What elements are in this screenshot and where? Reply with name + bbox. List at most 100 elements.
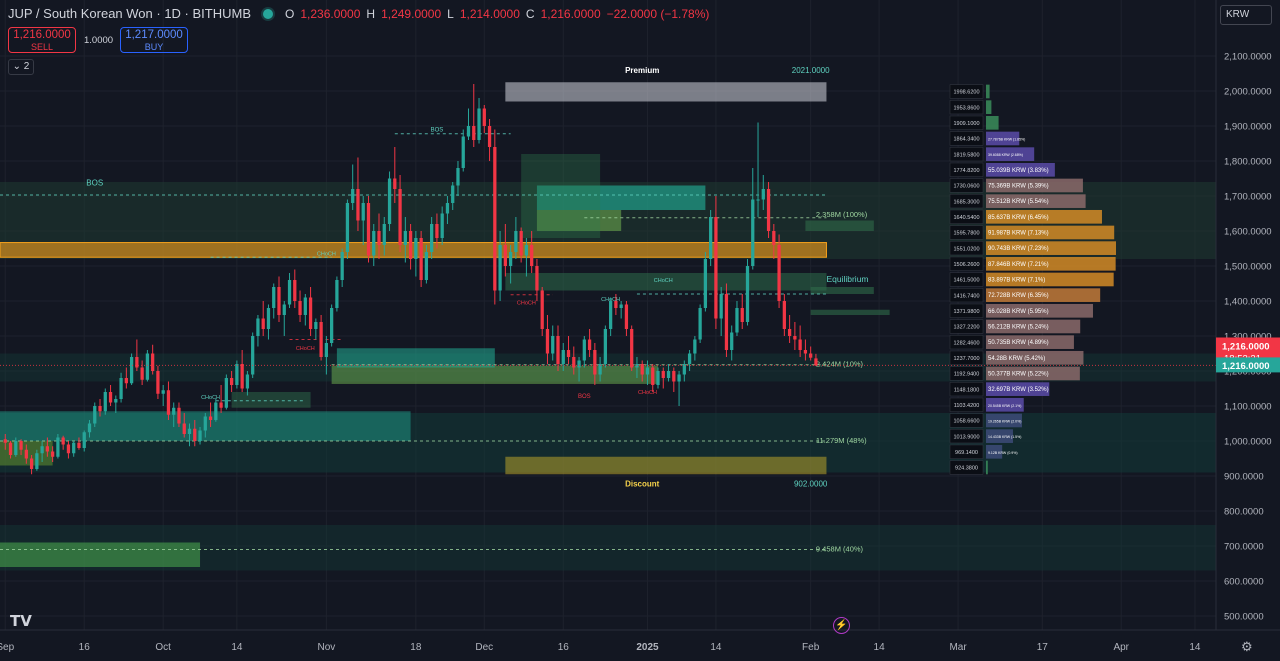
candle-body — [772, 231, 776, 245]
vp-bar — [986, 241, 1116, 255]
candle-body — [614, 301, 618, 308]
vp-bar — [986, 256, 1116, 271]
choch-label: CHoCH — [638, 390, 657, 396]
green-block-top — [536, 210, 622, 231]
vp-bar — [986, 444, 1003, 459]
bid-price-tag — [1216, 357, 1280, 373]
candle-body — [29, 458, 34, 469]
candle-body — [140, 367, 144, 380]
vp-level-label: 1685.3000 — [954, 199, 980, 205]
x-tick-label: Apr — [1113, 642, 1129, 653]
candle-body — [782, 301, 786, 329]
sell-button[interactable]: 1,216.0000 SELL — [8, 27, 76, 53]
candle-body — [398, 189, 402, 245]
candle-body — [498, 245, 502, 291]
candle-body — [251, 336, 255, 375]
candle-body — [340, 252, 344, 280]
candle-body — [745, 266, 750, 322]
candle-body — [135, 357, 139, 368]
candle-body — [545, 329, 550, 354]
vp-level-label: 1909.1000 — [954, 121, 980, 127]
x-tick-label: Nov — [317, 642, 335, 653]
y-tick-label: 1,800.0000 — [1224, 157, 1272, 168]
candle-body — [151, 353, 155, 371]
x-tick-label: 14 — [710, 642, 722, 653]
sell-label: SELL — [30, 42, 54, 52]
y-tick-label: 500.0000 — [1224, 612, 1264, 623]
candle-body — [424, 252, 429, 280]
candle-body — [682, 364, 686, 375]
candle-body — [640, 364, 644, 375]
candle-body — [224, 378, 228, 408]
candle-body — [277, 287, 281, 315]
candle-body — [551, 336, 555, 354]
vp-bar — [986, 272, 1114, 287]
candle-body — [661, 371, 665, 378]
x-tick-label: 16 — [558, 642, 570, 653]
y-tick-label: 1,400.0000 — [1224, 297, 1272, 308]
gear-icon[interactable]: ⚙ — [1241, 639, 1253, 654]
candle-body — [366, 203, 371, 256]
currency-select[interactable]: KRW — [1220, 5, 1272, 25]
vp-level-label: 1103.4200 — [954, 403, 980, 409]
ohlc-close: 1,216.0000 — [540, 6, 601, 21]
vp-level-label: 1461.5000 — [954, 278, 980, 284]
vp-level-box — [949, 413, 984, 428]
y-tick-label: 1,100.0000 — [1224, 402, 1272, 413]
candle-body — [703, 259, 708, 308]
vp-level-label: 1953.8600 — [954, 105, 980, 111]
x-tick-label: Sep — [0, 642, 15, 653]
lightning-icon[interactable]: ⚡ — [833, 617, 850, 634]
candle-body — [203, 416, 207, 431]
candle-body — [456, 168, 460, 186]
chevron-down-icon: ⌄ — [12, 61, 22, 72]
vp-level-label: 1551.0200 — [954, 246, 980, 252]
orange-order-block — [0, 242, 827, 258]
vp-bar-label: 85.637B KRW (6.45%) — [988, 215, 1049, 221]
ohlc-open: 1,236.0000 — [300, 6, 361, 21]
buy-button[interactable]: 1,217.0000 BUY — [120, 27, 188, 53]
choch-label: CHoCH — [317, 252, 336, 258]
candle-body — [756, 199, 760, 201]
vp-level-box — [949, 194, 984, 209]
vp-level-box — [949, 178, 984, 193]
annotations: Premium 2021.0000 Discount 902.0000 Equilibr… — [86, 66, 868, 553]
candle-body — [56, 437, 60, 457]
vp-bar — [986, 84, 990, 99]
candle-body — [561, 350, 565, 364]
ob-small-1 — [810, 309, 890, 315]
candle-body — [293, 280, 297, 301]
vp-level-box — [949, 350, 984, 365]
tradingview-logo-icon[interactable]: TV — [10, 612, 32, 630]
candle-body — [272, 287, 276, 308]
vp-bar-label: 90.743B KRW (7.23%) — [988, 246, 1049, 252]
vp-bar — [986, 100, 992, 114]
buy-price: 1,217.0000 — [125, 29, 183, 41]
vp-level-box — [949, 115, 984, 130]
candle-body — [609, 301, 613, 329]
candle-body — [208, 416, 213, 420]
vp-bar — [986, 413, 1022, 428]
candle-body — [493, 147, 497, 291]
candle-body — [656, 371, 660, 385]
candle-body — [666, 371, 671, 378]
candle-body — [540, 290, 544, 329]
vp-level-box — [949, 382, 984, 397]
candle-body — [572, 357, 576, 368]
candle-body — [645, 367, 650, 375]
candle-body — [8, 442, 13, 455]
symbol-title[interactable]: JUP / South Korean Won · 1D · BITHUMB — [8, 6, 251, 21]
y-tick-label: 600.0000 — [1224, 577, 1264, 588]
candle-body — [314, 322, 318, 329]
candle-body — [324, 343, 329, 357]
vp-level-label: 1058.6600 — [954, 419, 980, 425]
ob-small-3 — [805, 220, 874, 231]
indicators-toggle-button[interactable]: ⌄ 2 — [8, 59, 34, 75]
candle-body — [793, 336, 797, 340]
x-tick-label: 16 — [79, 642, 91, 653]
y-tick-label: 1,700.0000 — [1224, 192, 1272, 203]
candle-body — [687, 353, 692, 364]
vp-bar — [986, 303, 1093, 318]
premium-value: 2021.0000 — [792, 66, 830, 75]
